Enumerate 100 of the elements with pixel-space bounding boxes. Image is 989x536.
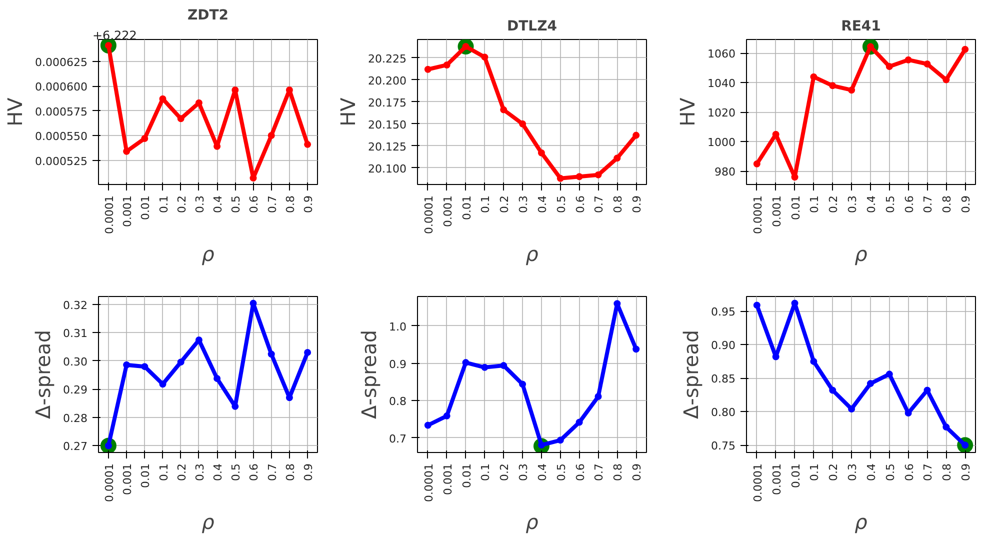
y-axis-title: Δ-spread xyxy=(357,330,382,420)
y-tick-label: 1020 xyxy=(708,106,736,120)
x-tick-label: 0.4 xyxy=(536,195,549,213)
y-tick-label: 20.150 xyxy=(368,118,407,132)
x-tick-label: 0.3 xyxy=(193,195,206,213)
x-tick-label: 0.1 xyxy=(479,195,492,213)
x-tick-label: 0.4 xyxy=(864,195,878,213)
x-tick-label: 0.9 xyxy=(302,195,316,213)
y-tick-label: 0.27 xyxy=(63,440,88,454)
y-axis-title: Δ-spread xyxy=(679,330,704,420)
x-tick-label: 0.6 xyxy=(248,195,261,213)
x-tick-label: 0.01 xyxy=(460,195,474,220)
y-tick-label: 0.95 xyxy=(711,306,736,319)
y-tick-label: 20.100 xyxy=(368,162,407,176)
x-tick-label: 0.01 xyxy=(139,195,152,220)
y-tick-label: 1000 xyxy=(708,136,736,150)
x-axis-title: ρ xyxy=(526,242,539,266)
x-tick-label: 0.9 xyxy=(960,463,973,481)
x-tick-label: 0.0001 xyxy=(751,463,764,502)
x-tick-label: 0.2 xyxy=(827,463,840,481)
y-axis-title: HV xyxy=(336,97,360,126)
x-tick-label: 0.2 xyxy=(498,463,512,481)
annotation: +6.222 xyxy=(92,28,137,42)
x-tick-label: 0.2 xyxy=(827,195,840,213)
x-tick-label: 0.001 xyxy=(121,195,134,227)
x-tick-label: 0.8 xyxy=(612,195,625,213)
y-tick-label: 0.28 xyxy=(63,412,88,425)
x-tick-label: 0.01 xyxy=(789,463,802,488)
y-tick-label: 0.000575 xyxy=(35,105,88,118)
x-tick-label: 0.7 xyxy=(922,195,935,213)
x-axis-title: ρ xyxy=(854,510,868,534)
y-tick-label: 0.000600 xyxy=(35,80,88,94)
x-tick-label: 0.0001 xyxy=(102,463,116,502)
x-tick-label: 0.3 xyxy=(193,463,206,481)
y-tick-label: 0.9 xyxy=(389,358,407,371)
x-tick-label: 0.4 xyxy=(864,463,878,481)
x-tick-label: 0.5 xyxy=(884,463,897,481)
x-tick-label: 0.8 xyxy=(940,195,954,213)
y-tick-label: 0.85 xyxy=(711,372,736,386)
x-tick-label: 0.0001 xyxy=(422,463,436,502)
x-tick-label: 0.6 xyxy=(248,463,261,481)
x-tick-label: 0.3 xyxy=(517,463,530,481)
x-tick-label: 0.1 xyxy=(808,195,822,213)
x-tick-label: 0.8 xyxy=(940,463,954,481)
chart-title: DTLZ4 xyxy=(507,18,558,34)
x-tick-label: 0.3 xyxy=(846,195,860,213)
x-tick-label: 0.5 xyxy=(230,195,243,213)
y-tick-label: 0.8 xyxy=(389,395,407,408)
y-tick-label: 20.225 xyxy=(368,52,407,66)
x-tick-label: 0.1 xyxy=(808,463,822,481)
x-tick-label: 0.4 xyxy=(212,463,225,481)
x-tick-label: 0.5 xyxy=(230,463,243,481)
x-tick-label: 0.8 xyxy=(612,463,625,481)
x-tick-label: 0.6 xyxy=(574,195,587,213)
x-tick-label: 0.7 xyxy=(266,463,279,481)
x-tick-label: 0.1 xyxy=(479,463,492,481)
x-tick-label: 0.001 xyxy=(441,463,454,495)
y-tick-label: 0.90 xyxy=(711,339,736,352)
x-tick-label: 0.7 xyxy=(922,463,935,481)
x-tick-label: 0.5 xyxy=(884,195,897,213)
x-axis-title: ρ xyxy=(202,242,215,266)
y-tick-label: 0.32 xyxy=(63,298,88,312)
x-tick-label: 0.6 xyxy=(902,463,916,481)
x-tick-label: 0.9 xyxy=(960,195,973,213)
y-axis-title: HV xyxy=(676,97,700,126)
x-tick-label: 0.001 xyxy=(441,195,454,227)
x-tick-label: 0.9 xyxy=(302,463,316,481)
y-tick-label: 0.80 xyxy=(711,406,736,420)
x-tick-label: 0.1 xyxy=(157,463,170,481)
y-tick-label: 0.30 xyxy=(63,355,88,368)
y-tick-label: 980 xyxy=(714,166,736,179)
x-tick-label: 0.001 xyxy=(121,463,134,495)
y-tick-label: 20.200 xyxy=(368,74,407,88)
x-axis-title: ρ xyxy=(526,510,539,534)
y-tick-label: 1.0 xyxy=(389,320,407,334)
x-tick-label: 0.9 xyxy=(630,463,644,481)
y-axis-title: HV xyxy=(3,97,28,126)
x-tick-label: 0.01 xyxy=(139,463,152,488)
y-tick-label: 0.31 xyxy=(63,327,88,340)
x-tick-label: 0.2 xyxy=(175,195,188,213)
y-tick-label: 20.125 xyxy=(368,140,407,154)
y-tick-label: 0.000625 xyxy=(35,56,88,69)
y-tick-label: 0.000525 xyxy=(35,154,88,168)
y-tick-label: 0.000550 xyxy=(35,130,88,144)
x-tick-label: 0.7 xyxy=(592,463,606,481)
x-tick-label: 0.8 xyxy=(284,463,297,481)
y-tick-label: 1040 xyxy=(708,77,736,90)
x-tick-label: 0.3 xyxy=(846,463,860,481)
x-tick-label: 0.8 xyxy=(284,195,297,213)
y-tick-label: 20.175 xyxy=(368,96,407,110)
x-tick-label: 0.001 xyxy=(770,463,784,495)
x-tick-label: 0.01 xyxy=(460,463,474,488)
x-tick-label: 0.1 xyxy=(157,195,170,213)
chart-title: ZDT2 xyxy=(187,8,229,24)
x-tick-label: 0.4 xyxy=(536,463,549,481)
x-tick-label: 0.2 xyxy=(175,463,188,481)
x-tick-label: 0.001 xyxy=(770,195,784,227)
x-tick-label: 0.9 xyxy=(630,195,644,213)
chart-title: RE41 xyxy=(841,18,881,34)
x-tick-label: 0.0001 xyxy=(102,195,116,234)
